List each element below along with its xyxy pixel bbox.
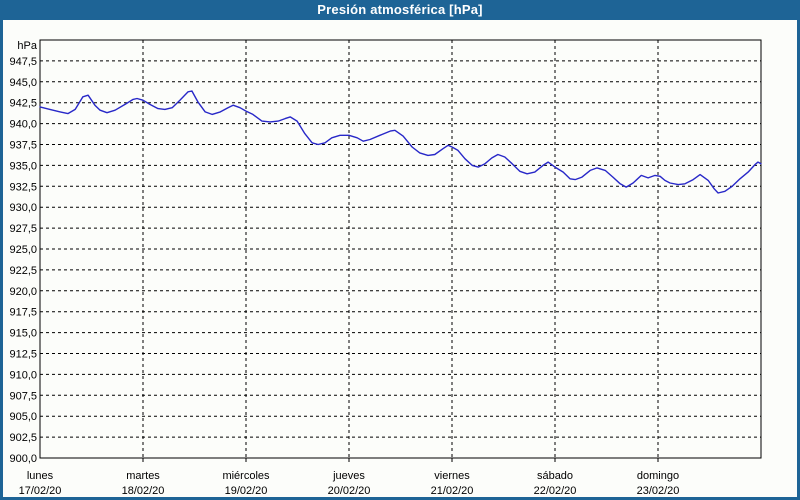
- y-tick-label: 945,0: [9, 77, 37, 89]
- y-tick-label: 900,0: [9, 453, 37, 465]
- y-tick-label: 932,5: [9, 181, 37, 193]
- x-date-label: 18/02/20: [122, 485, 165, 497]
- y-tick-label: 905,0: [9, 411, 37, 423]
- y-tick-label: 937,5: [9, 140, 37, 152]
- y-axis-unit-label: hPa: [17, 40, 37, 52]
- x-day-label: viernes: [434, 470, 470, 482]
- plot-border: [39, 39, 762, 459]
- pressure-line: [39, 90, 762, 194]
- y-tick-label: 947,5: [9, 56, 37, 68]
- x-day-label: sábado: [537, 470, 573, 482]
- x-day-label: jueves: [332, 470, 365, 482]
- x-date-label: 19/02/20: [225, 485, 268, 497]
- x-day-label: martes: [126, 470, 160, 482]
- title-bar: Presión atmosférica [hPa]: [0, 0, 800, 20]
- x-day-label: domingo: [637, 470, 679, 482]
- y-tick-label: 922,5: [9, 265, 37, 277]
- y-tick-label: 917,5: [9, 307, 37, 319]
- y-tick-label: 910,0: [9, 369, 37, 381]
- y-tick-label: 912,5: [9, 349, 37, 361]
- y-tick-label: 925,0: [9, 244, 37, 256]
- page-title: Presión atmosférica [hPa]: [317, 2, 483, 17]
- y-tick-label: 927,5: [9, 223, 37, 235]
- x-date-label: 17/02/20: [19, 485, 62, 497]
- x-date-label: 23/02/20: [637, 485, 680, 497]
- x-day-label: miércoles: [222, 470, 270, 482]
- y-tick-label: 920,0: [9, 286, 37, 298]
- y-tick-label: 935,0: [9, 160, 37, 172]
- x-date-label: 20/02/20: [328, 485, 371, 497]
- y-tick-label: 907,5: [9, 390, 37, 402]
- y-tick-label: 915,0: [9, 328, 37, 340]
- x-day-label: lunes: [27, 470, 54, 482]
- y-tick-label: 940,0: [9, 119, 37, 131]
- x-date-label: 21/02/20: [431, 485, 474, 497]
- y-tick-label: 930,0: [9, 202, 37, 214]
- y-tick-label: 902,5: [9, 432, 37, 444]
- y-tick-label: 942,5: [9, 98, 37, 110]
- x-date-label: 22/02/20: [534, 485, 577, 497]
